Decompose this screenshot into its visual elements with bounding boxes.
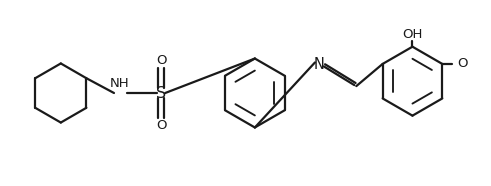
Text: O: O [156,119,166,132]
Text: O: O [457,57,467,70]
Text: S: S [156,86,166,100]
Text: OH: OH [402,28,423,41]
Text: NH: NH [110,77,130,90]
Text: N: N [313,57,325,72]
Text: O: O [156,54,166,67]
